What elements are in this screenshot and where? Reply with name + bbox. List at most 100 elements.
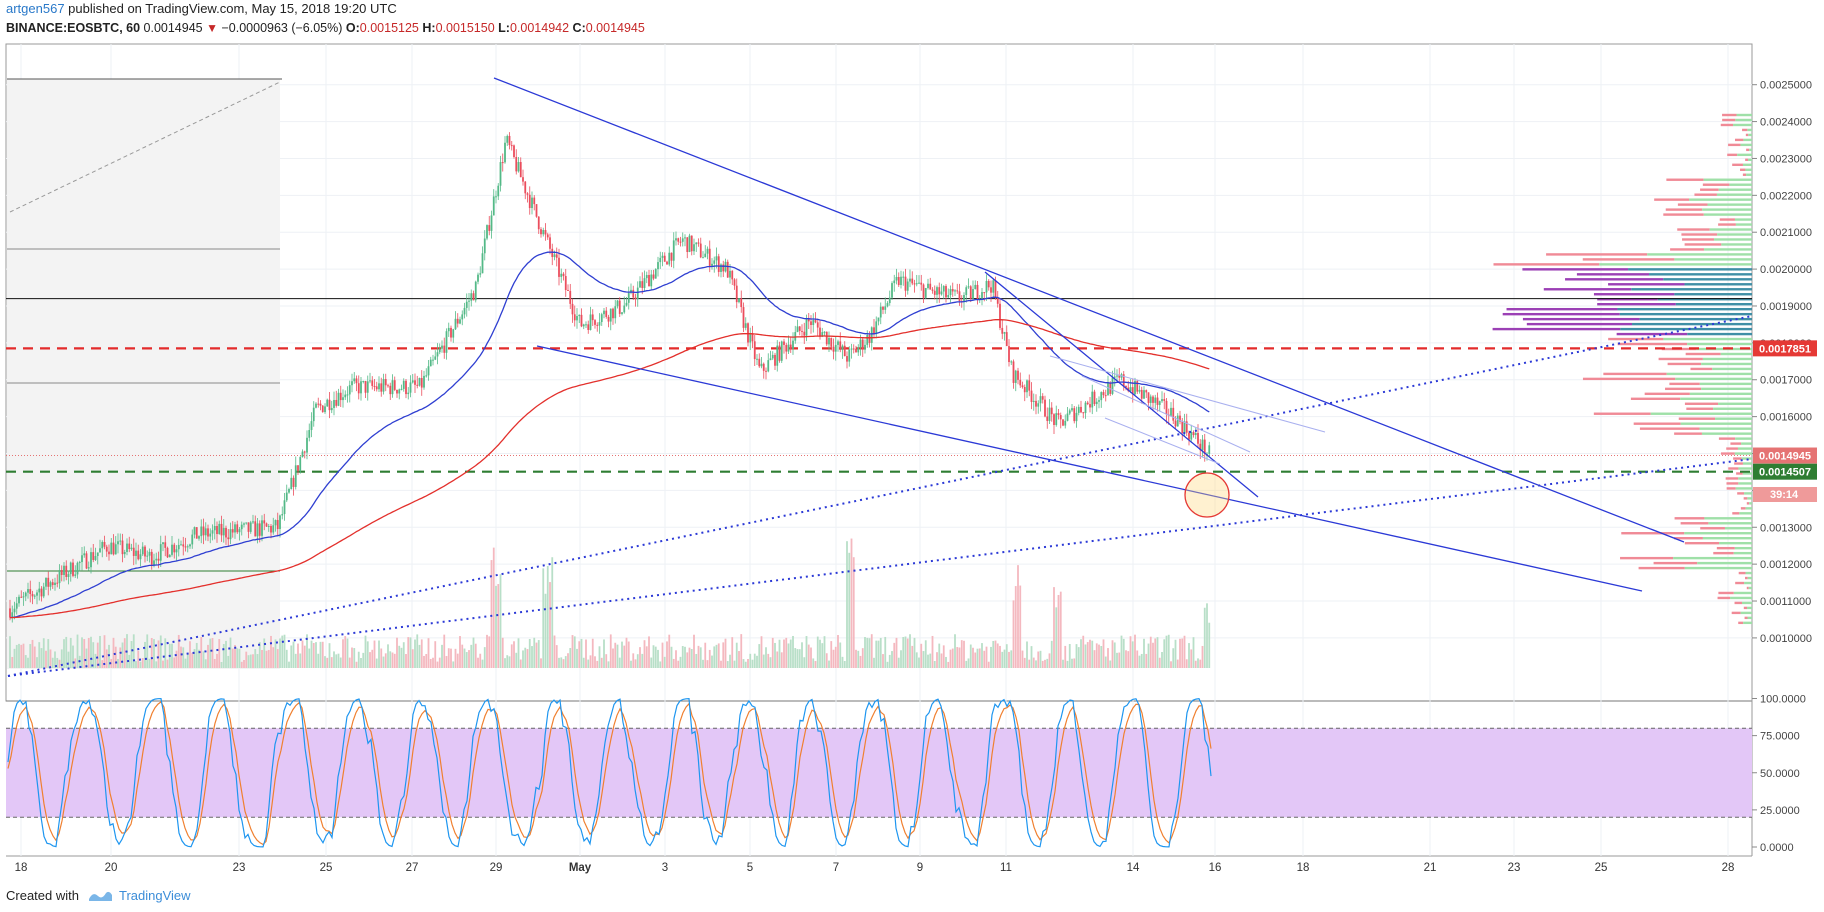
candle-body — [42, 586, 45, 597]
volume-bar — [472, 637, 475, 668]
volume-bar — [621, 641, 623, 668]
stoch-d-line — [7, 701, 1212, 846]
volume-bar — [580, 638, 583, 668]
volume-bar — [567, 653, 569, 668]
candle-body — [1039, 396, 1042, 404]
volume-bar — [398, 645, 401, 668]
volume-bar — [382, 656, 385, 668]
candle-body — [1084, 402, 1087, 414]
candle-body — [490, 215, 493, 231]
candle-body — [65, 565, 68, 577]
created-with: Created with — [6, 888, 79, 903]
candle-body — [659, 257, 662, 263]
price-tick-label: 0.0012000 — [1760, 559, 1812, 571]
volume-bar — [220, 661, 223, 668]
volume-bar — [832, 649, 835, 668]
volume-bar — [481, 659, 484, 668]
volume-bar — [940, 653, 943, 668]
candle-body — [510, 145, 513, 147]
candle-body — [906, 281, 909, 291]
volume-bar — [956, 647, 959, 668]
vprofile-up — [1708, 522, 1752, 525]
candle-body — [274, 520, 277, 526]
candle-body — [488, 225, 491, 231]
vprofile-down — [1677, 203, 1708, 206]
volume-bar — [396, 637, 398, 668]
volume-bar — [915, 652, 918, 668]
volume-bar — [479, 653, 482, 668]
vprofile-up — [1735, 223, 1752, 226]
volume-bar — [729, 654, 731, 668]
vprofile-up — [1748, 133, 1752, 137]
vprofile-up — [1718, 188, 1752, 191]
candle-body — [639, 281, 641, 288]
vprofile-down — [1742, 173, 1747, 176]
volume-bar — [1062, 659, 1064, 668]
vprofile-up — [1739, 512, 1752, 515]
candle-body — [411, 380, 414, 383]
volume-bar — [803, 657, 806, 668]
volume-bar — [1073, 658, 1076, 668]
volume-bar — [922, 651, 925, 668]
volume-bar — [1172, 648, 1175, 668]
price-tick-label: 0.0020000 — [1760, 264, 1812, 276]
candle-body — [22, 596, 25, 598]
candle-body — [24, 592, 27, 597]
candle-body — [1125, 386, 1127, 388]
volume-bar — [504, 658, 506, 668]
candle-body — [681, 238, 684, 242]
volume-bar — [427, 638, 430, 668]
candle-body — [1152, 396, 1154, 403]
volume-bar — [1152, 642, 1154, 668]
vprofile-down — [1678, 417, 1716, 420]
stoch-band — [6, 728, 1752, 818]
volume-bar — [306, 634, 308, 668]
volume-bar — [517, 638, 520, 668]
candle-body — [463, 307, 466, 315]
volume-bar — [936, 652, 938, 668]
candle-body — [254, 521, 257, 537]
candle-body — [27, 589, 29, 593]
volume-bar — [1179, 638, 1181, 668]
candle-body — [816, 322, 819, 328]
candle-body — [994, 280, 997, 298]
volume-bar — [1158, 657, 1161, 668]
candle-body — [852, 348, 855, 350]
candle-body — [1161, 399, 1163, 402]
vprofile-down — [1745, 576, 1748, 580]
candle-body — [515, 156, 518, 172]
candle-body — [364, 381, 367, 393]
vprofile-down — [1734, 601, 1743, 605]
candle-body — [1118, 375, 1121, 378]
candle-body — [1143, 390, 1145, 399]
volume-bar — [720, 660, 722, 668]
vprofile-up — [1689, 392, 1752, 396]
volume-bar — [1037, 651, 1040, 668]
candle-body — [465, 301, 468, 308]
candle-body — [229, 529, 232, 540]
volume-bar — [1059, 591, 1062, 668]
volume-bar — [468, 650, 470, 668]
author-link[interactable]: artgen567 — [6, 1, 65, 16]
candle-body — [855, 348, 857, 353]
vprofile-up — [1748, 586, 1752, 590]
candle-body — [555, 254, 558, 258]
candle-body — [13, 608, 16, 613]
volume-bar — [499, 574, 502, 668]
candle-body — [542, 229, 545, 235]
candle-body — [108, 551, 110, 555]
volume-bar — [531, 646, 533, 668]
volume-bar — [94, 653, 97, 668]
vprofile-up — [1674, 258, 1752, 261]
vprofile-down — [1746, 586, 1749, 590]
vprofile-up — [1748, 158, 1752, 162]
candle-body — [715, 256, 718, 261]
vprofile-up — [1747, 606, 1752, 610]
low-label: L: — [498, 21, 510, 35]
candle-body — [942, 286, 945, 292]
candle-body — [825, 331, 828, 345]
volume-bar — [216, 653, 218, 668]
tradingview-brand[interactable]: TradingView — [118, 888, 191, 903]
vprofile-up — [1734, 546, 1752, 550]
